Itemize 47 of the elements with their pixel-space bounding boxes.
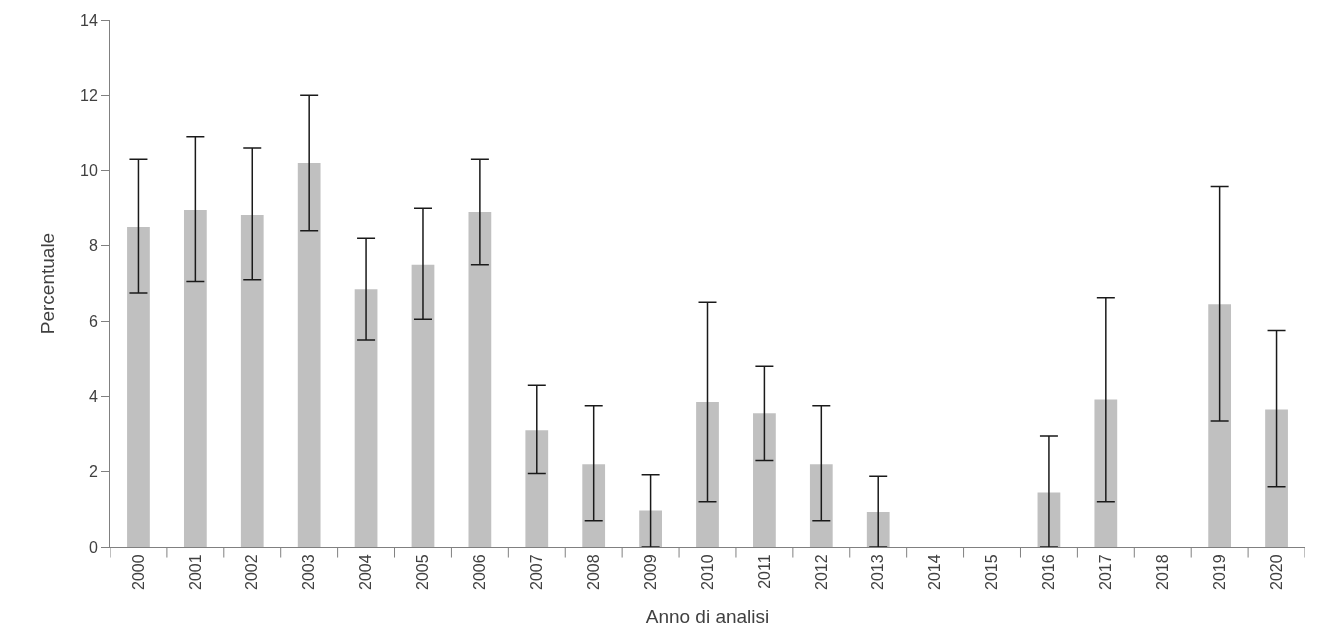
x-tick-label: 2019 [1210, 554, 1228, 590]
bar [468, 211, 492, 547]
bar [753, 413, 776, 547]
bar [354, 289, 378, 547]
x-tick-label: 2000 [129, 554, 147, 590]
bar [1265, 409, 1288, 547]
x-tick-label: 2001 [186, 554, 204, 590]
x-tick-label: 2012 [812, 554, 830, 590]
bar [696, 402, 719, 547]
bar [582, 464, 606, 547]
y-tick-label: 4 [88, 388, 98, 406]
x-tick-label: 2017 [1097, 554, 1115, 590]
x-axis-title: Anno di analisi [645, 605, 770, 627]
x-tick-label: 2008 [584, 554, 602, 590]
bar [297, 163, 321, 547]
x-tick-label: 2009 [641, 554, 659, 590]
x-tick-label: 2007 [527, 554, 545, 590]
x-tick-label: 2004 [357, 554, 375, 590]
bar [639, 510, 662, 547]
x-tick-label: 2006 [471, 554, 489, 590]
x-tick-label: 2013 [869, 554, 887, 590]
y-tick-label: 0 [88, 538, 98, 556]
bar [1094, 399, 1118, 547]
bar [240, 214, 264, 547]
bar [809, 464, 833, 547]
y-tick-label: 14 [80, 11, 98, 29]
x-tick-label: 2014 [926, 554, 944, 590]
x-tick-label: 2020 [1267, 554, 1285, 590]
y-tick-label: 2 [88, 463, 98, 481]
x-tick-label: 2018 [1153, 554, 1171, 590]
bar [525, 430, 549, 547]
y-axis-title: Percentuale [36, 232, 58, 335]
bar [411, 264, 435, 547]
y-tick-label: 10 [80, 162, 98, 180]
x-tick-label: 2016 [1040, 554, 1058, 590]
bar [1208, 304, 1232, 547]
bar [183, 210, 207, 547]
y-tick-label: 12 [80, 86, 98, 104]
x-tick-label: 2010 [698, 554, 716, 590]
x-tick-label: 2003 [300, 554, 318, 590]
x-tick-label: 2015 [983, 554, 1001, 590]
x-tick-label: 2002 [243, 554, 261, 590]
x-tick-label: 2011 [755, 554, 773, 589]
x-tick-label: 2005 [414, 554, 432, 590]
y-tick-label: 6 [88, 312, 98, 330]
y-tick-label: 8 [88, 237, 98, 255]
bar [127, 227, 150, 547]
